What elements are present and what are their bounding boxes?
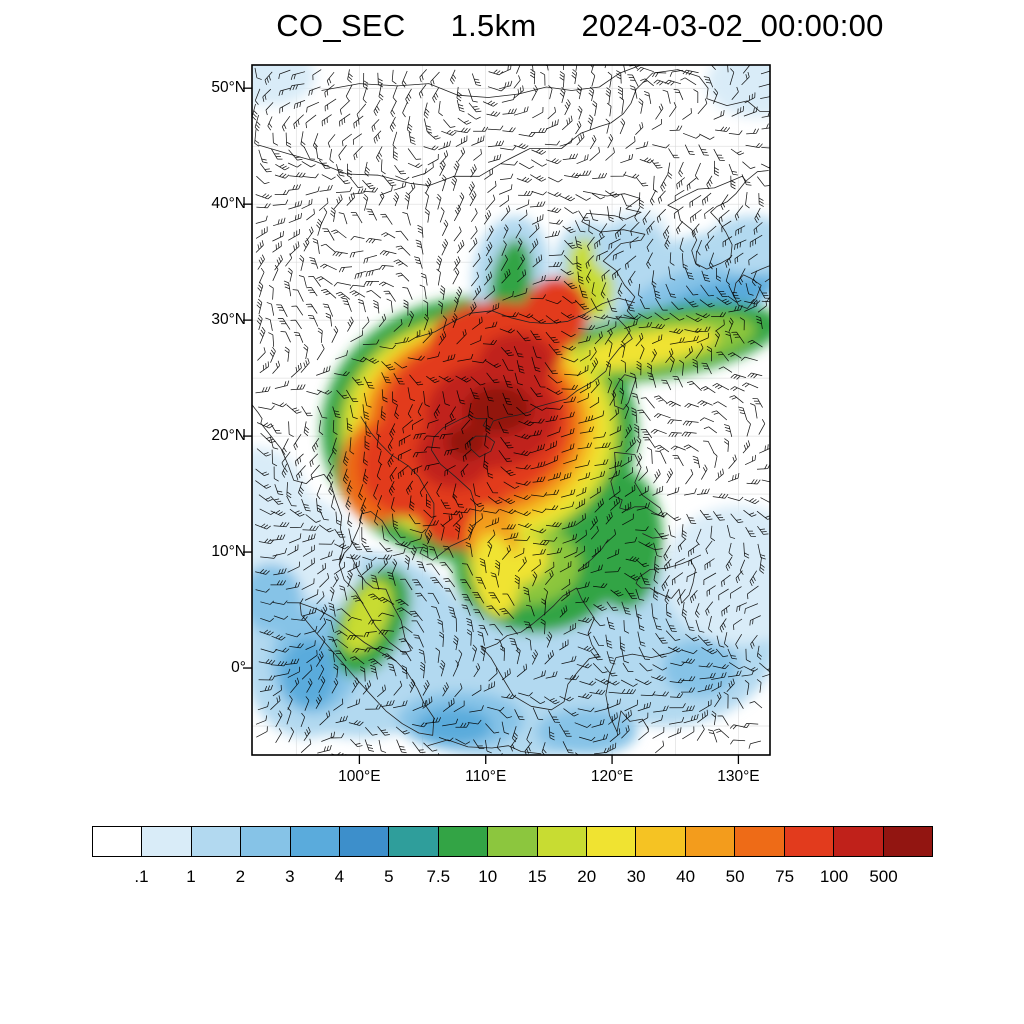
colorbar-cell xyxy=(340,827,390,856)
colorbar-cell xyxy=(883,827,932,856)
colorbar-cell xyxy=(685,827,736,856)
colorbar-cell xyxy=(93,827,143,856)
axis-ticks xyxy=(243,87,740,764)
colorbar-tick-label: 500 xyxy=(869,867,898,886)
y-axis-label: 0° xyxy=(231,659,246,677)
map-frame xyxy=(251,64,771,756)
title-variable: CO_SEC xyxy=(276,8,406,43)
colorbar-tick-label: 15 xyxy=(527,867,547,886)
colorbar-tick-label: 7.5 xyxy=(426,867,451,886)
plot-title: CO_SEC 1.5km 2024-03-02_00:00:00 xyxy=(68,8,1024,44)
colorbar-cell xyxy=(735,827,785,856)
colorbar-cell xyxy=(636,827,686,856)
y-axis-label: 20°N xyxy=(211,427,246,445)
concentration-field xyxy=(252,65,770,755)
colorbar-tick-label: 40 xyxy=(676,867,696,886)
colorbar-tick-label: 2 xyxy=(235,867,246,886)
colorbar-cell xyxy=(537,827,588,856)
colorbar-tick-label: 4 xyxy=(334,867,345,886)
x-axis-label: 130°E xyxy=(717,768,760,785)
colorbar-cell xyxy=(241,827,291,856)
y-axis-label: 50°N xyxy=(211,79,246,97)
wind-barbs xyxy=(252,65,770,755)
colorbar xyxy=(92,826,933,857)
colorbar-cell xyxy=(488,827,538,856)
coastlines xyxy=(252,65,770,755)
colorbar-cell xyxy=(587,827,637,856)
y-axis-label: 10°N xyxy=(211,543,246,561)
map-plot xyxy=(243,64,771,764)
colorbar-tick-label: 1 xyxy=(186,867,196,886)
colorbar-cell xyxy=(784,827,835,856)
colorbar-cell xyxy=(191,827,242,856)
colorbar-tick-label: 3 xyxy=(285,867,295,886)
y-axis-label: 40°N xyxy=(211,195,246,213)
colorbar-tick-label: 5 xyxy=(384,867,394,886)
colorbar-cell xyxy=(290,827,341,856)
colorbar-cell xyxy=(834,827,884,856)
colorbar-tick-label: 100 xyxy=(819,867,849,886)
colorbar-cell xyxy=(389,827,439,856)
colorbar-labels: .1 1 2 3 4 5 7.5 10 15 20 30 40 50 75 100 500 xyxy=(92,867,933,889)
colorbar-tick-label: 30 xyxy=(626,867,646,886)
x-axis-label: 110°E xyxy=(465,768,507,785)
colorbar-tick-label: 10 xyxy=(478,867,498,886)
title-datetime: 2024-03-02_00:00:00 xyxy=(581,8,884,43)
colorbar-tick-label: 50 xyxy=(725,867,745,886)
colorbar-tick-label: .1 xyxy=(134,867,149,886)
x-axis-label: 100°E xyxy=(338,768,381,785)
colorbar-tick-label: 75 xyxy=(775,867,795,886)
colorbar-cell xyxy=(438,827,489,856)
title-level: 1.5km xyxy=(450,8,537,43)
x-axis-label: 120°E xyxy=(590,768,634,785)
y-axis-label: 30°N xyxy=(211,311,246,329)
colorbar-tick-label: 20 xyxy=(577,867,597,886)
colorbar-cell xyxy=(142,827,192,856)
map-area xyxy=(242,55,780,765)
